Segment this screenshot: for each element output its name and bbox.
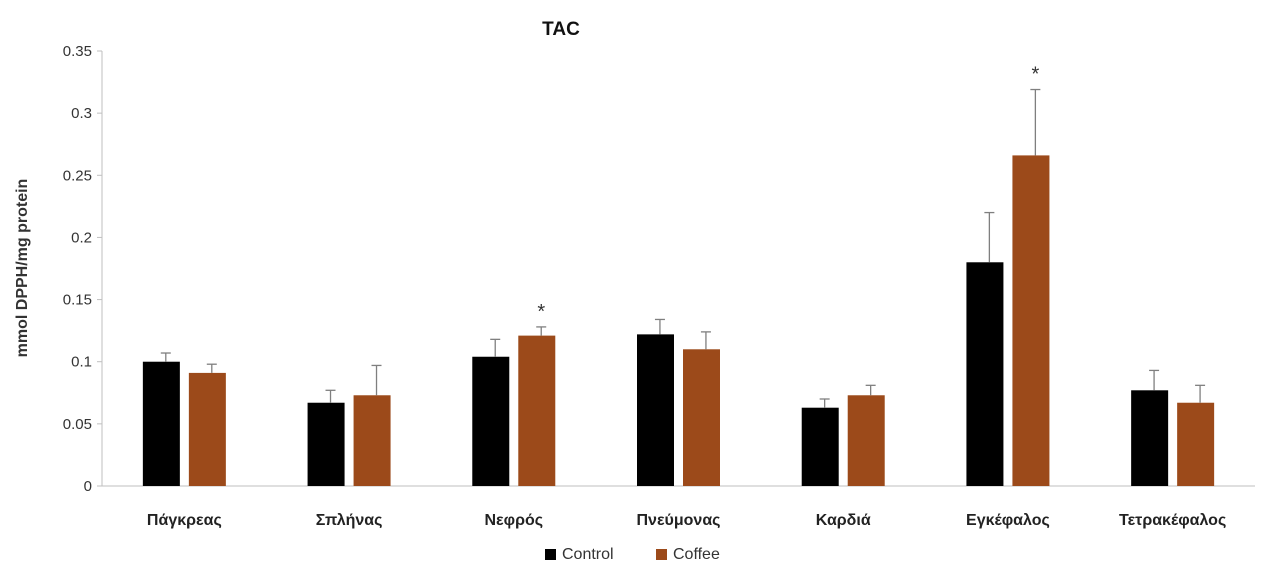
bar-control [307,402,345,486]
legend-swatch-control [545,549,556,560]
x-tick-label: Καρδιά [816,512,871,529]
y-tick-label: 0.2 [71,229,92,246]
y-tick-label: 0.15 [63,292,92,309]
chart-title: TAC [542,19,580,40]
bar-coffee [518,335,556,486]
bar-coffee [353,395,391,486]
bar-control [966,262,1004,486]
bar-control [637,334,674,486]
y-tick-label: 0 [84,478,92,495]
significance-marker: * [537,301,545,323]
significance-marker: * [1031,64,1039,86]
bar-coffee [188,372,226,486]
legend: Control Coffee [545,546,720,563]
x-tick-label: Εγκέφαλος [966,512,1050,529]
bar-control [801,407,839,486]
legend-label-control: Control [562,546,614,563]
bar-coffee [1177,402,1215,486]
x-tick-label: Πάγκρεας [147,512,222,529]
legend-label-coffee: Coffee [673,546,720,563]
bar-control [142,361,180,486]
y-tick-label: 0.25 [63,167,92,184]
x-tick-label: Πνεύμονας [637,512,721,529]
x-tick-label: Σπλήνας [316,512,383,529]
legend-swatch-coffee [656,549,667,560]
bar-coffee [683,349,720,486]
y-tick-label: 0.3 [71,105,92,122]
bar-control [1131,390,1169,486]
y-tick-label: 0.1 [71,354,92,371]
bar-coffee [847,395,885,486]
y-axis-label: mmol DPPH/mg protein [14,179,31,358]
plot-area: 0 0.05 0.1 0.15 0.2 0.25 0.3 0.35 Πάγκρεας Σπλήνα… [63,43,1255,529]
bar-coffee [1012,155,1050,486]
bar-control [472,356,510,486]
x-tick-label: Τετρακέφαλος [1119,512,1226,529]
x-tick-label: Νεφρός [484,512,543,529]
y-tick-label: 0.35 [63,43,92,60]
y-tick-label: 0.05 [63,416,92,433]
